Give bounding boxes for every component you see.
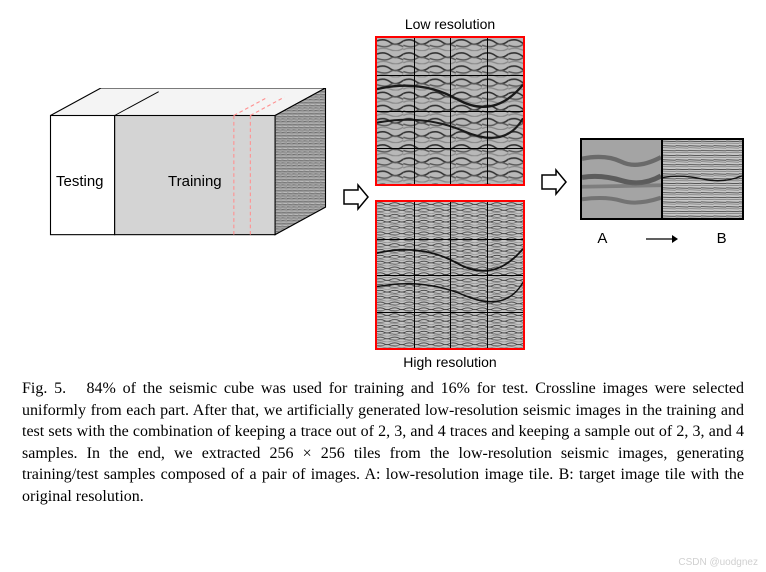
high-resolution-panel [375, 200, 525, 350]
image-pair [580, 138, 744, 220]
pair-tile-b [663, 140, 742, 218]
arrow-icon [540, 168, 568, 196]
label-b: B [717, 230, 727, 247]
figure-caption: Fig. 5. 84% of the seismic cube was used… [22, 378, 744, 508]
seismic-cube: Testing Training [38, 88, 338, 253]
low-resolution-panel [375, 36, 525, 186]
watermark: CSDN @uodgnez [678, 557, 758, 568]
caption-text: 84% of the seismic cube was used for tra… [22, 380, 744, 505]
label-a: A [597, 230, 607, 247]
caption-label: Fig. 5. [22, 380, 66, 397]
high-resolution-title: High resolution [375, 354, 525, 370]
pair-tile-a [582, 140, 661, 218]
ab-labels: A B [580, 230, 744, 247]
testing-label: Testing [56, 173, 104, 190]
arrow-icon [342, 183, 370, 211]
figure-area: Testing Training Low resolution [0, 8, 766, 368]
training-label: Training [168, 173, 222, 190]
low-resolution-title: Low resolution [375, 16, 525, 32]
arrow-right-icon [642, 233, 682, 245]
